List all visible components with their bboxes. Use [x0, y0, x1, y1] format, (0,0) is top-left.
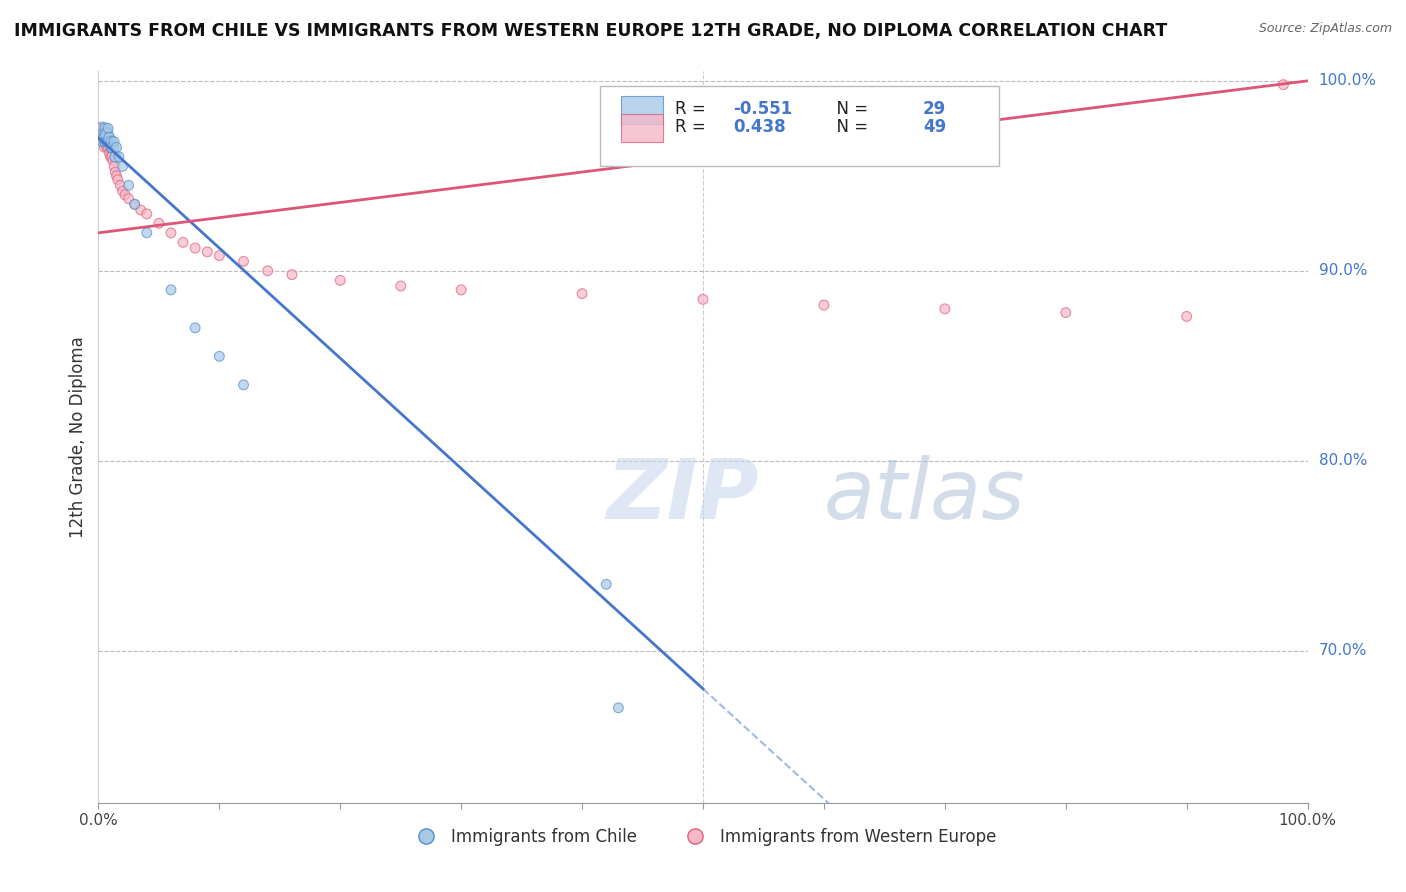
- Point: [114, 187, 136, 202]
- Point: [103, 135, 125, 149]
- Point: [97, 135, 120, 149]
- Point: [934, 301, 956, 316]
- Point: [91, 135, 114, 149]
- Point: [208, 249, 231, 263]
- Point: [103, 159, 125, 173]
- Point: [108, 150, 131, 164]
- Point: [389, 279, 412, 293]
- Point: [118, 178, 141, 193]
- Point: [607, 701, 630, 715]
- Point: [98, 131, 121, 145]
- Legend: Immigrants from Chile, Immigrants from Western Europe: Immigrants from Chile, Immigrants from W…: [402, 822, 1004, 853]
- Point: [160, 283, 183, 297]
- Text: -0.551: -0.551: [734, 100, 793, 118]
- FancyBboxPatch shape: [600, 86, 1000, 167]
- Point: [100, 150, 122, 164]
- Point: [281, 268, 304, 282]
- Point: [129, 202, 152, 217]
- Point: [1054, 305, 1077, 319]
- Text: Source: ZipAtlas.com: Source: ZipAtlas.com: [1258, 22, 1392, 36]
- Point: [98, 146, 121, 161]
- Point: [93, 135, 115, 149]
- Point: [94, 135, 117, 149]
- Point: [111, 184, 134, 198]
- Point: [96, 127, 118, 141]
- Point: [172, 235, 194, 250]
- Text: IMMIGRANTS FROM CHILE VS IMMIGRANTS FROM WESTERN EUROPE 12TH GRADE, NO DIPLOMA C: IMMIGRANTS FROM CHILE VS IMMIGRANTS FROM…: [14, 22, 1167, 40]
- FancyBboxPatch shape: [621, 114, 664, 142]
- Point: [195, 244, 218, 259]
- Point: [91, 121, 114, 136]
- Point: [94, 121, 117, 136]
- Text: 49: 49: [924, 119, 946, 136]
- Point: [97, 121, 120, 136]
- Text: R =: R =: [675, 119, 711, 136]
- Point: [101, 153, 124, 168]
- Point: [91, 135, 114, 149]
- Point: [124, 197, 146, 211]
- Point: [97, 135, 120, 149]
- Point: [232, 254, 254, 268]
- Point: [232, 377, 254, 392]
- Point: [96, 131, 118, 145]
- Point: [108, 178, 131, 193]
- Point: [100, 135, 122, 149]
- Point: [135, 226, 157, 240]
- Point: [571, 286, 593, 301]
- Point: [256, 264, 278, 278]
- Text: 0.438: 0.438: [734, 119, 786, 136]
- Point: [1175, 310, 1198, 324]
- Point: [595, 577, 617, 591]
- Text: 90.0%: 90.0%: [1319, 263, 1367, 278]
- Point: [94, 131, 117, 145]
- Point: [90, 131, 112, 145]
- Point: [184, 321, 207, 335]
- Text: 100.0%: 100.0%: [1319, 73, 1376, 88]
- Point: [160, 226, 183, 240]
- Point: [135, 207, 157, 221]
- Point: [1272, 78, 1295, 92]
- Point: [329, 273, 352, 287]
- Point: [148, 216, 170, 230]
- Point: [93, 127, 115, 141]
- Point: [97, 140, 120, 154]
- Point: [105, 169, 128, 183]
- Point: [100, 140, 122, 154]
- Text: 70.0%: 70.0%: [1319, 643, 1367, 658]
- Point: [104, 150, 127, 164]
- Point: [813, 298, 835, 312]
- Text: N =: N =: [827, 100, 873, 118]
- Point: [124, 197, 146, 211]
- Point: [105, 140, 128, 154]
- Point: [100, 150, 122, 164]
- Text: 80.0%: 80.0%: [1319, 453, 1367, 468]
- Point: [96, 135, 118, 149]
- Point: [100, 140, 122, 154]
- Point: [91, 131, 114, 145]
- Text: N =: N =: [827, 119, 873, 136]
- Point: [94, 127, 117, 141]
- Point: [96, 140, 118, 154]
- Point: [118, 192, 141, 206]
- Point: [91, 127, 114, 141]
- Point: [91, 121, 114, 136]
- Point: [91, 121, 114, 136]
- Point: [111, 159, 134, 173]
- Text: atlas: atlas: [824, 455, 1025, 536]
- Text: ZIP: ZIP: [606, 455, 759, 536]
- Point: [692, 293, 714, 307]
- Text: R =: R =: [675, 100, 711, 118]
- FancyBboxPatch shape: [621, 95, 664, 124]
- Point: [450, 283, 472, 297]
- Point: [107, 172, 129, 186]
- Point: [89, 121, 111, 136]
- Point: [184, 241, 207, 255]
- Y-axis label: 12th Grade, No Diploma: 12th Grade, No Diploma: [69, 336, 87, 538]
- Point: [90, 127, 112, 141]
- Point: [104, 165, 127, 179]
- Point: [93, 140, 115, 154]
- Point: [208, 349, 231, 363]
- Point: [101, 140, 124, 154]
- Text: 29: 29: [924, 100, 946, 118]
